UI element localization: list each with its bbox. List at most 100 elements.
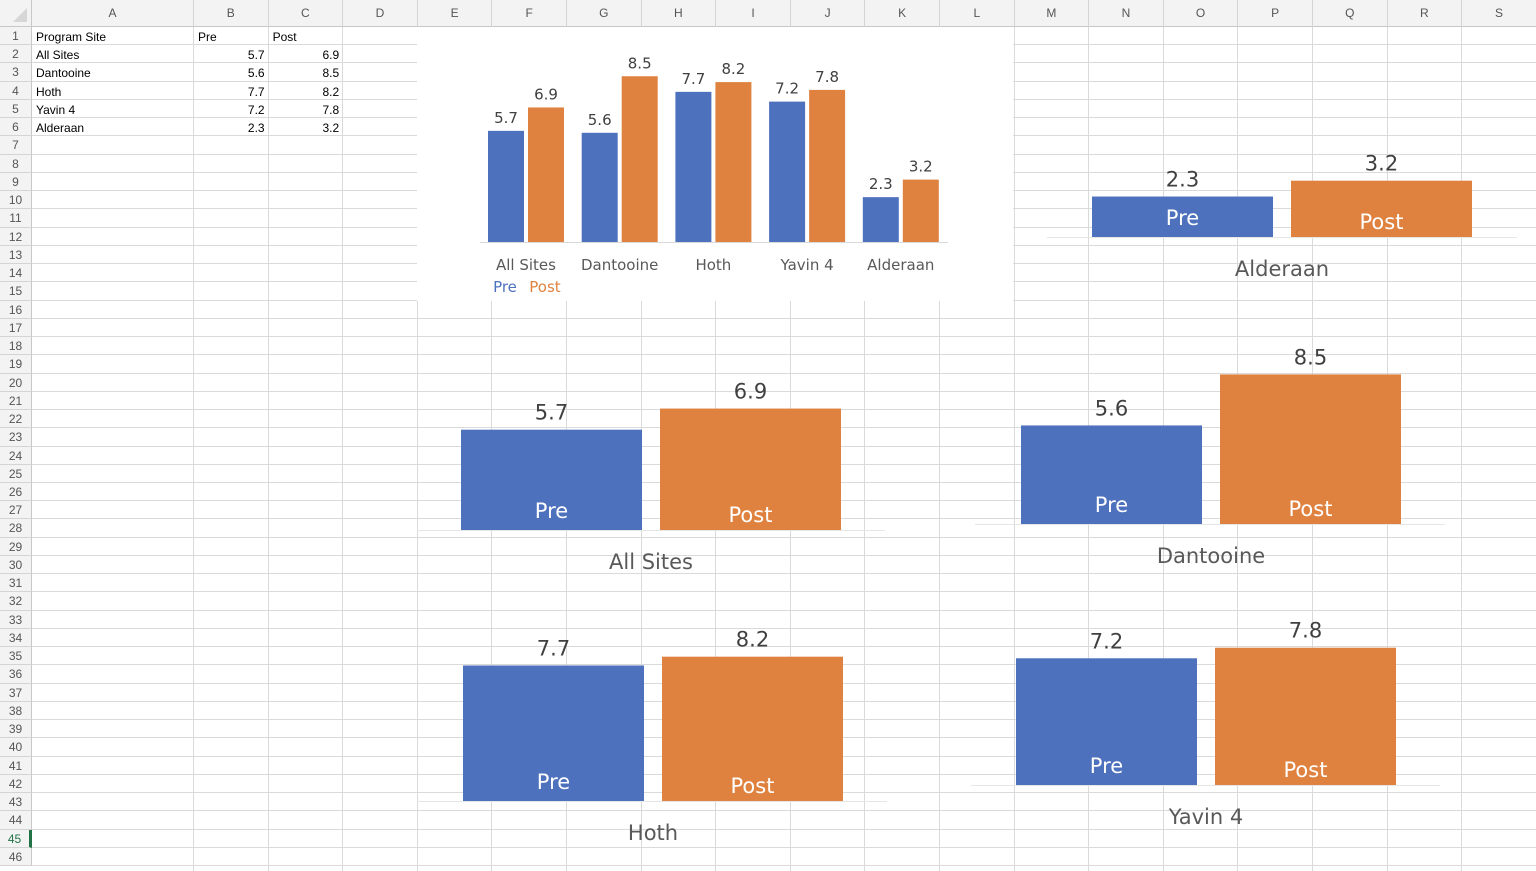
row-header-20[interactable]: 20 — [0, 373, 32, 392]
row-gridline — [32, 627, 1536, 629]
row-header-21[interactable]: 21 — [0, 391, 32, 411]
row-header-41[interactable]: 41 — [0, 756, 32, 775]
cell-c2[interactable]: 6.9 — [322, 48, 340, 63]
row-header-16[interactable]: 16 — [0, 300, 32, 319]
cell-a5[interactable]: Yavin 4 — [36, 102, 76, 117]
row-header-23[interactable]: 23 — [0, 428, 32, 447]
row-header-8[interactable]: 8 — [0, 154, 32, 173]
row-header-9[interactable]: 9 — [0, 172, 32, 192]
row-header-11[interactable]: 11 — [0, 209, 32, 228]
hoth-bar-label: Post — [731, 774, 775, 798]
column-header-d[interactable]: D — [343, 0, 418, 27]
row-header-13[interactable]: 13 — [0, 245, 32, 265]
row-gridline — [32, 865, 1536, 867]
row-header-3[interactable]: 3 — [0, 63, 32, 82]
cell-c4[interactable]: 8.2 — [322, 84, 340, 99]
row-header-36[interactable]: 36 — [0, 665, 32, 684]
row-header-32[interactable]: 32 — [0, 592, 32, 611]
row-header-42[interactable]: 42 — [0, 774, 32, 794]
row-header-5[interactable]: 5 — [0, 99, 32, 119]
row-header-28[interactable]: 28 — [0, 519, 32, 538]
cell-b5[interactable]: 7.2 — [247, 102, 265, 117]
row-header-4[interactable]: 4 — [0, 81, 32, 100]
row-header-38[interactable]: 38 — [0, 701, 32, 721]
column-header-k[interactable]: K — [865, 0, 940, 27]
row-header-37[interactable]: 37 — [0, 683, 32, 702]
cell-c6[interactable]: 3.2 — [322, 121, 340, 136]
column-header-r[interactable]: R — [1387, 0, 1463, 27]
column-header-f[interactable]: F — [492, 0, 567, 27]
row-header-44[interactable]: 44 — [0, 811, 32, 830]
row-header-10[interactable]: 10 — [0, 191, 32, 210]
cell-c3[interactable]: 8.5 — [322, 66, 340, 81]
column-header-i[interactable]: I — [716, 0, 791, 27]
row-gridline — [32, 336, 1536, 338]
row-header-43[interactable]: 43 — [0, 793, 32, 812]
select-all-corner[interactable] — [0, 0, 32, 27]
row-header-7[interactable]: 7 — [0, 136, 32, 155]
row-header-30[interactable]: 30 — [0, 555, 32, 575]
row-header-2[interactable]: 2 — [0, 45, 32, 64]
row-header-46[interactable]: 46 — [0, 847, 32, 867]
cell-b2[interactable]: 5.7 — [247, 48, 265, 63]
cell-a1[interactable]: Program Site — [36, 30, 107, 44]
bar-post-dantooine — [621, 76, 658, 242]
row-header-33[interactable]: 33 — [0, 610, 32, 629]
column-header-g[interactable]: G — [567, 0, 642, 27]
row-header-31[interactable]: 31 — [0, 574, 32, 593]
cell-a3[interactable]: Dantooine — [36, 66, 91, 81]
row-header-1[interactable]: 1 — [0, 27, 32, 46]
row-header-19[interactable]: 19 — [0, 355, 32, 374]
row-header-24[interactable]: 24 — [0, 446, 32, 465]
row-header-25[interactable]: 25 — [0, 464, 32, 483]
column-header-s[interactable]: S — [1462, 0, 1536, 27]
row-header-18[interactable]: 18 — [0, 337, 32, 356]
column-header-j[interactable]: J — [790, 0, 866, 27]
column-header-b[interactable]: B — [194, 0, 269, 27]
row-header-29[interactable]: 29 — [0, 537, 32, 556]
column-header-p[interactable]: P — [1238, 0, 1313, 27]
column-gridline — [939, 27, 940, 871]
bar-post-alderaan — [902, 179, 939, 242]
cell-c1[interactable]: Post — [272, 30, 297, 44]
cell-a2[interactable]: All Sites — [36, 48, 80, 63]
column-header-h[interactable]: H — [641, 0, 717, 27]
row-header-34[interactable]: 34 — [0, 628, 32, 648]
data-label: 6.9 — [534, 85, 558, 103]
row-header-12[interactable]: 12 — [0, 227, 32, 246]
bar-pre-yavin-4 — [769, 101, 806, 242]
column-header-q[interactable]: Q — [1313, 0, 1388, 27]
row-header-6[interactable]: 6 — [0, 118, 32, 137]
cell-b3[interactable]: 5.6 — [247, 66, 265, 81]
row-header-45[interactable]: 45 — [0, 829, 32, 848]
column-header-c[interactable]: C — [268, 0, 344, 27]
legend-post: Post — [529, 278, 561, 296]
cell-a4[interactable]: Hoth — [36, 84, 62, 99]
column-header-a[interactable]: A — [32, 0, 194, 27]
column-header-o[interactable]: O — [1163, 0, 1239, 27]
row-header-17[interactable]: 17 — [0, 318, 32, 338]
column-header-l[interactable]: L — [940, 0, 1015, 27]
row-header-14[interactable]: 14 — [0, 264, 32, 283]
dantooine-bar-post — [1220, 374, 1401, 524]
cell-c5[interactable]: 7.8 — [322, 102, 340, 117]
column-header-m[interactable]: M — [1014, 0, 1090, 27]
hoth-data-label: 7.7 — [537, 636, 570, 660]
row-header-15[interactable]: 15 — [0, 282, 32, 301]
cell-b1[interactable]: Pre — [198, 30, 217, 44]
row-header-22[interactable]: 22 — [0, 410, 32, 429]
row-header-26[interactable]: 26 — [0, 483, 32, 502]
column-header-e[interactable]: E — [417, 0, 493, 27]
bar-post-hoth — [715, 82, 752, 242]
row-header-35[interactable]: 35 — [0, 647, 32, 666]
column-header-n[interactable]: N — [1089, 0, 1164, 27]
row-header-39[interactable]: 39 — [0, 720, 32, 739]
cell-b6[interactable]: 2.3 — [247, 121, 265, 136]
cell-a6[interactable]: Alderaan — [36, 121, 85, 136]
cell-b4[interactable]: 7.7 — [247, 84, 265, 99]
row-header-40[interactable]: 40 — [0, 738, 32, 757]
row-gridline — [32, 554, 1536, 556]
all-sites-data-label: 6.9 — [734, 380, 767, 404]
category-label: Yavin 4 — [780, 256, 834, 274]
row-header-27[interactable]: 27 — [0, 501, 32, 520]
